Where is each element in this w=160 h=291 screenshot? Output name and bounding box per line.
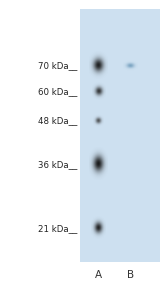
Text: 70 kDa__: 70 kDa__ [38,61,78,70]
Text: B: B [127,270,134,280]
Text: 48 kDa__: 48 kDa__ [38,116,78,125]
Text: 36 kDa__: 36 kDa__ [38,160,78,169]
Text: 60 kDa__: 60 kDa__ [38,87,78,96]
Text: 21 kDa__: 21 kDa__ [38,224,78,233]
Text: A: A [95,270,102,280]
Bar [80,9,160,262]
